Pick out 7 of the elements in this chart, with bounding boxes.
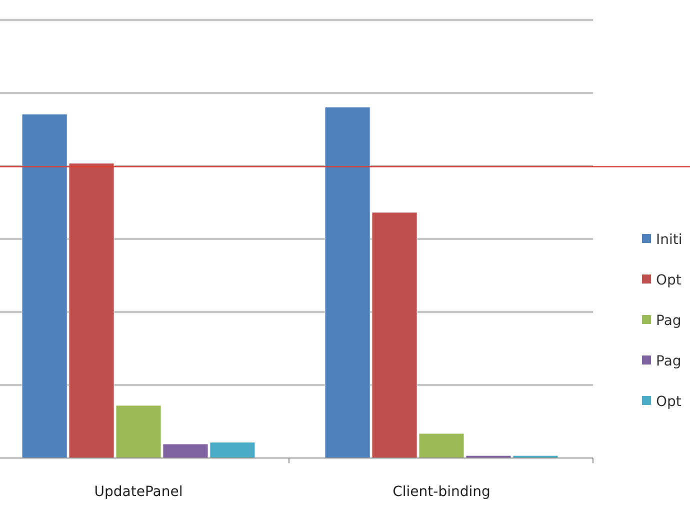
legend-label: Pag — [656, 354, 682, 370]
legend-label: Pag — [656, 313, 682, 329]
x-tick-label: UpdatePanel — [94, 484, 183, 500]
legend-label: Opt — [656, 394, 682, 410]
legend-label: Opt — [656, 272, 682, 288]
x-tick-label: Client-binding — [392, 484, 490, 500]
legend-label: Initi — [656, 232, 682, 248]
